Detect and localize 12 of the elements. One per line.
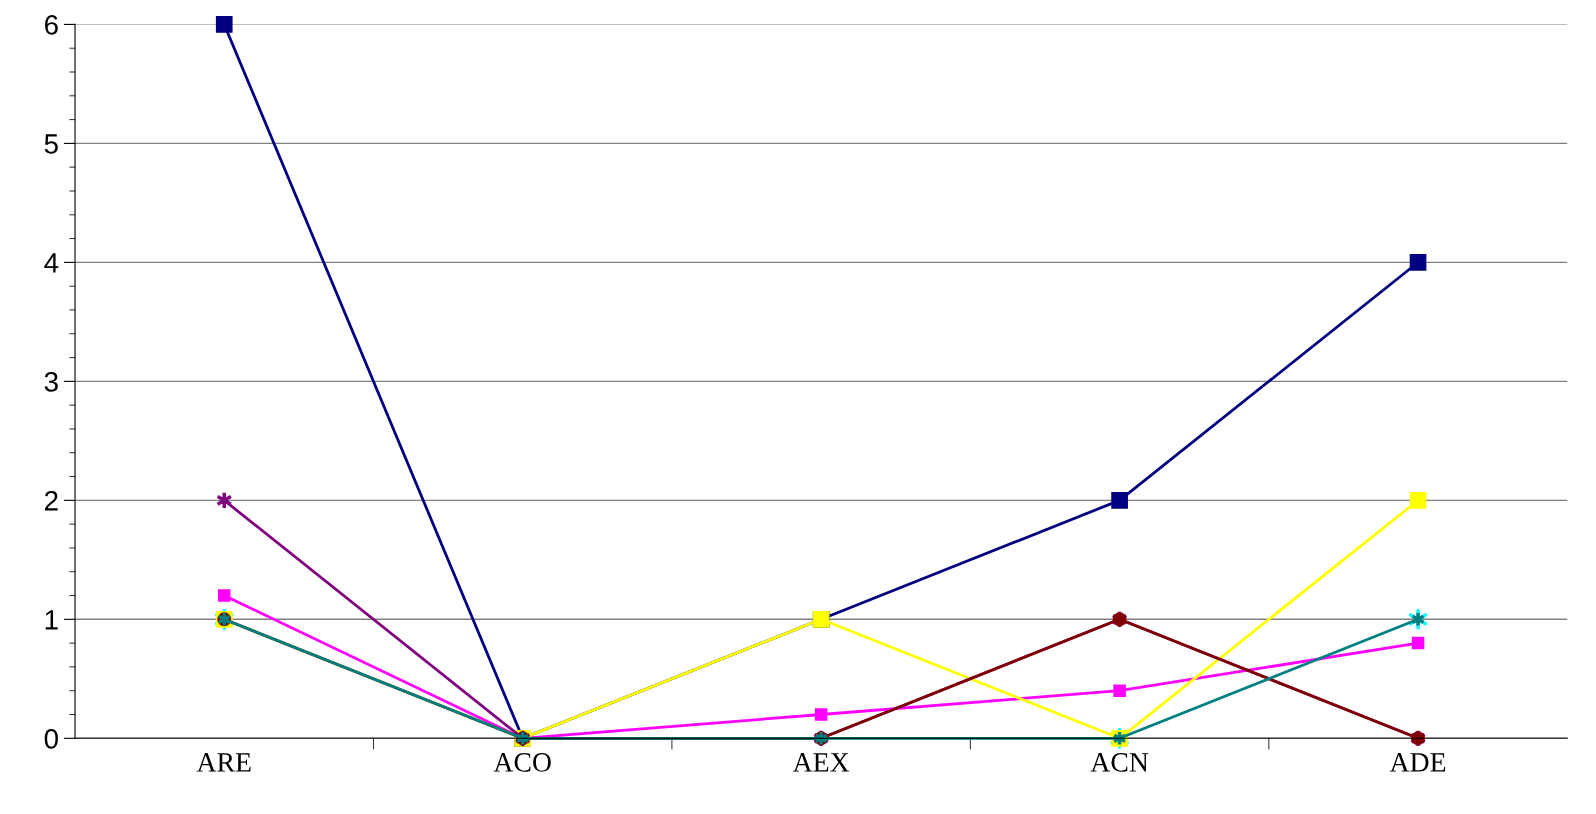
y-tick-label: 4 [44, 253, 59, 273]
y-tick-label: 2 [44, 491, 58, 511]
y-tick-label: 0 [44, 728, 58, 749]
x-tick-label: ADE [1389, 753, 1446, 772]
y-tick-label: 6 [45, 15, 58, 35]
x-tick-label: ACO [493, 753, 551, 772]
y-tick-label: 1 [45, 610, 58, 630]
x-tick-label: ACN [1090, 753, 1149, 772]
y-tick-label: 3 [44, 372, 58, 392]
y-tick-label: 5 [44, 134, 58, 154]
x-tick-label: ARE [196, 753, 251, 772]
x-tick-label: AEX [792, 753, 850, 772]
